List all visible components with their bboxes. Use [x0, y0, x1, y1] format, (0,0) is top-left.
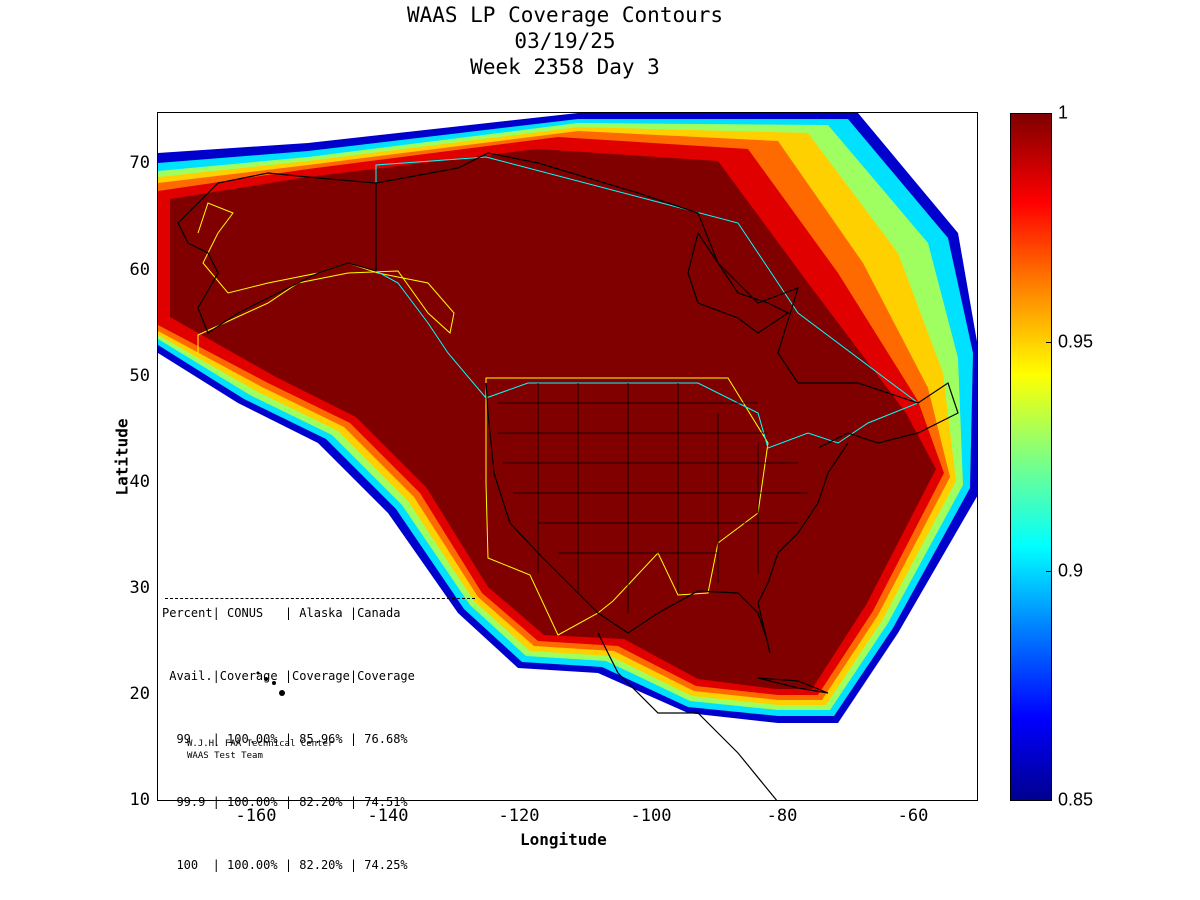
y-tick: 20 — [129, 684, 150, 704]
x-tick: -80 — [766, 806, 798, 826]
stats-header-2: Avail.|Coverage |Coverage|Coverage — [162, 669, 415, 683]
stats-row: 100 | 100.00% | 82.20% | 74.25% — [162, 858, 408, 872]
stats-header-1: Percent| CONUS | Alaska |Canada — [162, 606, 401, 620]
us-west-coast — [485, 382, 629, 634]
colorbar-tick-label: 0.85 — [1058, 789, 1094, 810]
credits: W.J.H. FAA Technical Center WAAS Test Te… — [187, 738, 333, 762]
gulf-coast — [627, 590, 769, 644]
x-tick: -160 — [235, 806, 277, 826]
x-tick: -100 — [630, 806, 672, 826]
colorbar — [1010, 113, 1052, 801]
colorbar-tick-mark — [1046, 113, 1052, 114]
y-tick: 70 — [129, 153, 150, 173]
stats-row: 99 | 100.00% | 85.96% | 76.68% — [162, 732, 408, 746]
title-line-1: WAAS LP Coverage Contours — [406, 3, 724, 27]
cuba — [757, 677, 829, 694]
colorbar-tick-label: 1 — [1058, 102, 1069, 123]
title-line-2: 03/19/25 — [514, 29, 616, 53]
state-grid — [498, 383, 808, 613]
colorbar-tick-label: 0.9 — [1058, 560, 1084, 581]
canada-coast — [375, 152, 959, 449]
us-east-coast — [757, 442, 849, 654]
title-line-3: Week 2358 Day 3 — [470, 55, 660, 79]
x-axis-label: Longitude — [520, 830, 607, 849]
y-tick: 60 — [129, 260, 150, 280]
alaska-coast — [177, 172, 377, 334]
stats-row: 99.9 | 100.00% | 82.20% | 74.51% — [162, 795, 408, 809]
coverage-map — [157, 112, 978, 801]
x-tick: -60 — [897, 806, 929, 826]
credits-line-1: W.J.H. FAA Technical Center — [187, 739, 334, 749]
alaska-service-volume — [197, 202, 455, 353]
colorbar-tick-label: 0.95 — [1058, 331, 1094, 352]
hudson-bay — [687, 231, 790, 334]
coverage-stats-table: Percent| CONUS | Alaska |Canada Avail.|C… — [162, 561, 415, 897]
x-tick: -140 — [367, 806, 409, 826]
y-tick: 10 — [129, 790, 150, 810]
credits-line-2: WAAS Test Team — [187, 751, 263, 761]
colorbar-tick-mark — [1046, 342, 1052, 343]
stats-divider — [165, 598, 475, 599]
colorbar-tick-mark — [1046, 571, 1052, 572]
mexico-central-america — [597, 632, 778, 800]
canada-service-volume — [375, 156, 920, 449]
y-axis-label: Latitude — [112, 418, 132, 496]
y-tick: 30 — [129, 578, 150, 598]
coverage-contour-map — [158, 113, 977, 800]
hawaii-islands — [256, 671, 285, 696]
x-tick: -120 — [498, 806, 540, 826]
y-tick: 50 — [129, 366, 150, 386]
coastlines — [177, 152, 959, 800]
band-full — [170, 149, 936, 689]
y-tick: 40 — [129, 472, 150, 492]
